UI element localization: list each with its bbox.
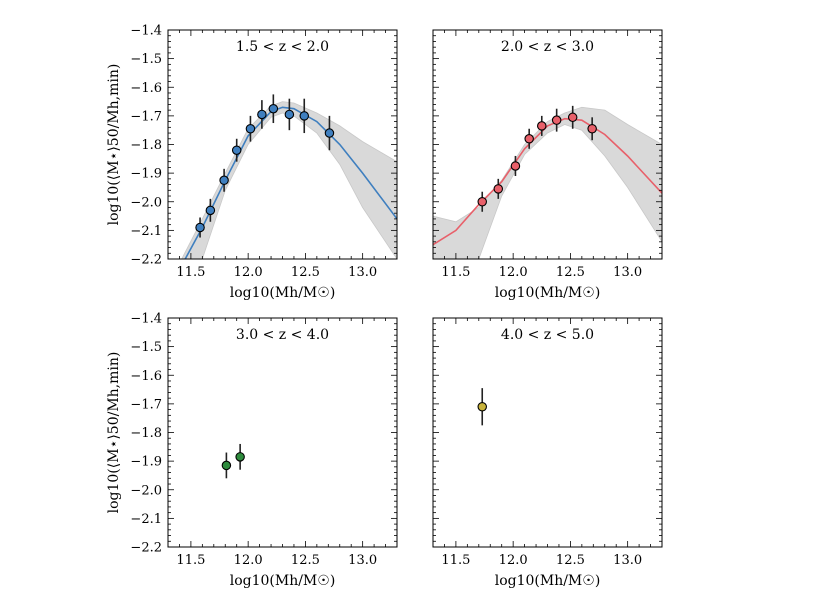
panel-2-point-7 [567, 112, 578, 123]
panel-2-title: 2.0 < z < 3.0 [501, 39, 594, 55]
panel-2-point-6 [551, 115, 562, 125]
panel-4-xtick-label: 11.5 [441, 553, 470, 568]
panel-1-ytick-label: −1.6 [130, 81, 162, 96]
panel-3-ytick-label: −1.6 [130, 369, 162, 384]
panel-1-point-6 [257, 109, 267, 120]
panel-3-ytick-label: −1.9 [130, 455, 162, 470]
panel-3-ylabel: log10(⟨M⋆⟩50/Mh,min) [106, 352, 122, 514]
panel-1-point-7 [268, 103, 279, 114]
panel-1-ylabel: log10(⟨M⋆⟩50/Mh,min) [106, 64, 122, 226]
panel-4-xtick-label: 12.0 [499, 553, 528, 568]
panel-2-confidence-band [433, 106, 662, 259]
panel-2-xtick-label: 11.5 [441, 265, 470, 280]
panel-1-ytick-label: −1.5 [130, 52, 162, 67]
panel-1-ytick-label: −1.4 [130, 24, 162, 39]
panel-1-fit-line [184, 106, 397, 259]
panel-3-ytick-label: −2.2 [130, 541, 162, 556]
panel-1-ytick-label: −1.9 [130, 167, 162, 182]
panel-1-ytick-label: −1.8 [130, 138, 162, 153]
panel-2-point-2 [493, 184, 504, 194]
panel-1-point-2 [205, 205, 216, 216]
panel-3-point-1 [221, 460, 232, 471]
panel-3-ytick-label: −1.5 [130, 340, 162, 355]
panel-2-point-8 [587, 124, 597, 134]
panel-2-xtick-label: 12.0 [499, 265, 528, 280]
panel-3-ytick-label: −2.1 [130, 512, 162, 527]
panel-1-xtick-label: 13.0 [348, 265, 377, 280]
panel-3-ytick-label: −1.4 [130, 312, 162, 327]
panel-1-title: 1.5 < z < 2.0 [236, 39, 329, 55]
panel-1-point-9 [299, 111, 310, 121]
panel-1-ytick-label: −2.1 [130, 224, 162, 239]
panel-4-title: 4.0 < z < 5.0 [501, 327, 594, 343]
panel-4-xlabel: log10(Mh/M☉) [495, 573, 601, 589]
panel-3-xtick-label: 11.5 [176, 553, 205, 568]
panel-2-point-5 [537, 121, 547, 131]
panel-2-xtick-label: 13.0 [613, 265, 642, 280]
panel-3-plot-area [221, 443, 245, 479]
panel-1-point-1 [195, 222, 205, 233]
panel-1-xtick-label: 12.5 [291, 265, 320, 280]
panel-2-fit-line [433, 117, 662, 246]
panel-1: 11.5 12.0 12.5 13.0 −1.4 −1.5 −1.6 −1.7 −1.8 −1.9… [106, 24, 398, 301]
panel-2-point-1 [477, 197, 487, 207]
panel-1-ytick-label: −1.7 [130, 109, 162, 124]
panel-2-xlabel: log10(Mh/M☉) [495, 285, 601, 301]
panel-3-title: 3.0 < z < 4.0 [236, 327, 329, 343]
panel-3-ytick-label: −1.8 [130, 426, 162, 441]
panel-3-xlabel: log10(Mh/M☉) [230, 573, 336, 589]
panel-1-ytick-label: −2.2 [130, 253, 162, 268]
panel-3-xtick-label: 12.5 [291, 553, 320, 568]
panel-1-point-4 [231, 145, 242, 155]
panel-3-xtick-label: 13.0 [348, 553, 377, 568]
panel-1-xtick-label: 12.0 [234, 265, 263, 280]
panel-2-point-4 [524, 134, 534, 144]
panel-1-point-8 [284, 109, 295, 120]
panel-4-plot-area [477, 388, 487, 426]
panel-1-ytick-label: −2.0 [130, 195, 162, 210]
panel-1-point-10 [324, 128, 335, 138]
panel-1-plot-area [181, 94, 397, 259]
panel-2-xtick-label: 12.5 [556, 265, 585, 280]
panel-1-point-3 [219, 175, 229, 186]
panel-3-ytick-label: −1.7 [130, 397, 162, 412]
panel-3-xtick-label: 12.0 [234, 553, 263, 568]
panel-2-point-3 [510, 161, 521, 171]
panel-1-xlabel: log10(Mh/M☉) [230, 285, 336, 301]
panel-4-frame [432, 317, 663, 548]
panel-2: 11.5 12.0 12.5 13.0 2.0 < z < 3.0 log10(Mh/M☉… [432, 29, 663, 301]
panel-4-xtick-label: 12.5 [556, 553, 585, 568]
panel-3-point-2 [235, 452, 245, 462]
panel-4-point-1 [477, 401, 487, 412]
panel-3-ytick-label: −2.0 [130, 483, 162, 498]
panel-3: 11.5 12.0 12.5 13.0 −1.4 −1.5 −1.6 −1.7 −1.8 −1.9… [106, 312, 398, 589]
panel-1-xtick-label: 11.5 [176, 265, 205, 280]
panel-1-point-5 [245, 124, 256, 134]
panel-4: 11.5 12.0 12.5 13.0 4.0 < z < 5.0 log10(Mh/M☉… [432, 317, 663, 589]
panel-2-plot-area [433, 105, 662, 259]
panel-4-xtick-label: 13.0 [613, 553, 642, 568]
panel-3-frame [167, 317, 398, 548]
